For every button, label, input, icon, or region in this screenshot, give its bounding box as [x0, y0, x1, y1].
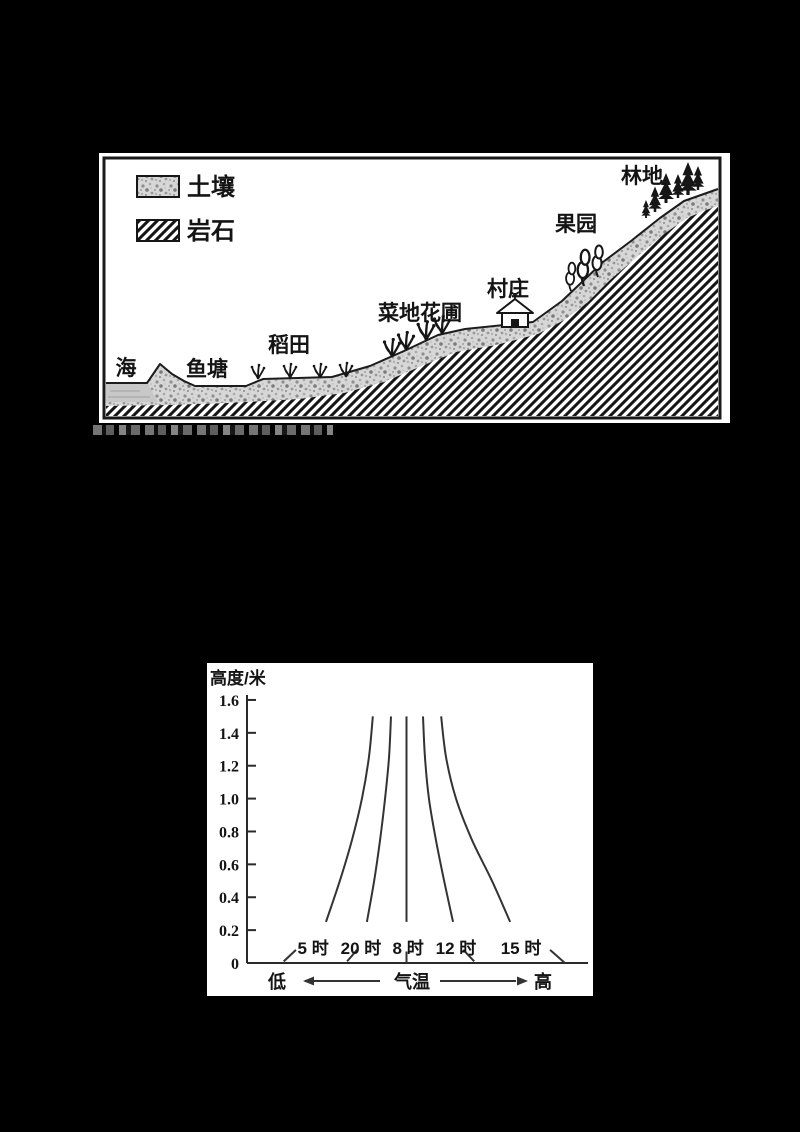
temperature-profile-panel: 高度/米 1.6 1.4 1.2 1.0 0.8 0.6 0.4 0.2 0 5 时 20 时 8 时 1…: [207, 663, 593, 996]
cut-off-caption-strip: [93, 425, 333, 435]
x-axis-high-label: 高: [534, 971, 552, 992]
temperature-height-chart: 高度/米 1.6 1.4 1.2 1.0 0.8 0.6 0.4 0.2 0 5 时 20 时 8 时 1…: [210, 668, 588, 992]
y-tick-label: 0: [231, 956, 239, 973]
y-axis-title: 高度/米: [210, 668, 267, 688]
label-vegetable-garden: 菜地花圃: [377, 301, 462, 325]
curve-5时: [325, 716, 374, 923]
curve-label-2: 20 时: [341, 939, 382, 958]
label-village: 村庄: [487, 277, 529, 301]
y-tick-label: 0.4: [219, 890, 239, 907]
house-icon: [496, 291, 534, 328]
legend-rock-swatch: [136, 219, 180, 242]
arrow-left-head: [303, 976, 314, 986]
terrain-cross-section-diagram: 海 鱼塘 稻田 菜地花圃 村庄 果园 林地 土壤 岩石: [102, 156, 722, 420]
y-tick-label: 1.2: [219, 759, 239, 776]
curve-foot-dash: [346, 949, 358, 963]
y-tick-label: 0.8: [219, 824, 239, 841]
x-axis-low-label: 低: [267, 971, 286, 992]
curve-label-5: 15 时: [501, 939, 542, 958]
legend: 土壤 岩石: [136, 173, 236, 245]
label-forest: 林地: [621, 164, 663, 188]
ground-surface-line: [106, 188, 719, 387]
curve-label-3: 8 时: [393, 939, 424, 958]
legend-rock-label: 岩石: [186, 218, 235, 245]
curve-12时: [422, 716, 455, 923]
curve-foot-dash: [462, 949, 475, 963]
curve-label-4: 12 时: [436, 939, 477, 958]
y-tick-label: 1.0: [219, 792, 239, 809]
curve-20时: [365, 716, 392, 923]
rock-layer: [106, 206, 718, 416]
x-axis-title: 气温: [393, 971, 430, 992]
y-tick-label: 1.4: [219, 726, 239, 743]
curve-foot-dash: [549, 949, 566, 964]
label-fish-pond: 鱼塘: [186, 357, 228, 381]
y-tick-label: 0.2: [219, 923, 239, 940]
sea-water: [106, 384, 158, 402]
curve-label-1: 5 时: [298, 939, 329, 958]
curve-foot-dash: [283, 949, 297, 963]
legend-soil-swatch: [136, 175, 180, 198]
diagram-frame: [102, 156, 722, 420]
label-orchard: 果园: [555, 213, 597, 236]
terrain-figure-panel: 海 鱼塘 稻田 菜地花圃 村庄 果园 林地 土壤 岩石: [99, 153, 730, 423]
label-sea: 海: [116, 356, 137, 380]
y-tick-label: 0.6: [219, 857, 239, 874]
legend-soil-label: 土壤: [187, 173, 236, 201]
axes: [246, 695, 588, 964]
label-rice-paddy: 稻田: [268, 333, 310, 357]
soil-layer: [106, 189, 718, 406]
arrow-right-head: [517, 976, 528, 986]
curve-15时: [440, 716, 512, 923]
y-tick-label: 1.6: [219, 693, 239, 710]
